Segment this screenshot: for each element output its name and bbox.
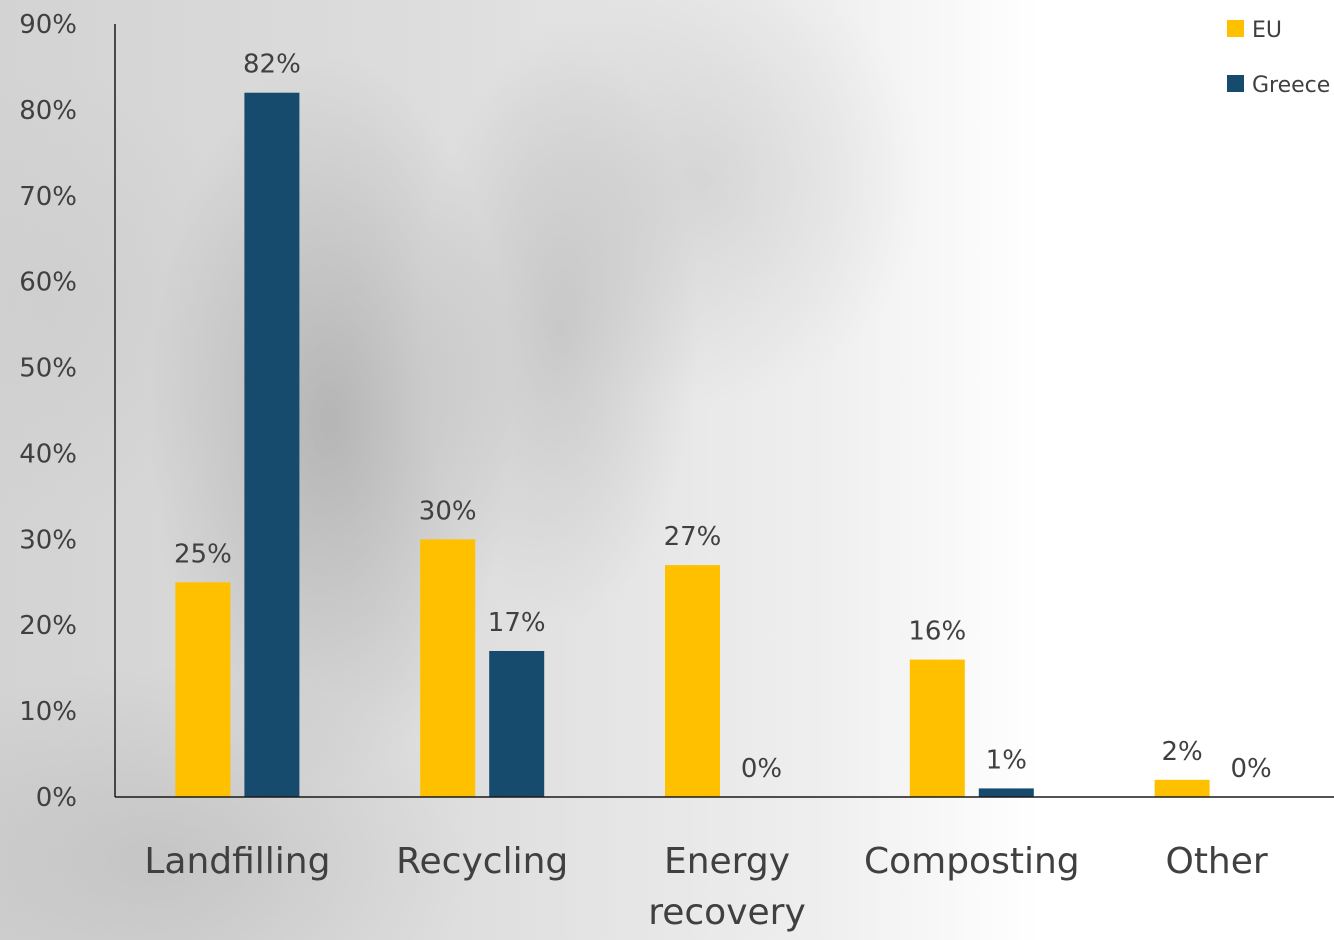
y-tick-label: 30% [19,525,77,555]
x-category-label: Composting [864,841,1080,882]
data-label: 82% [243,50,301,80]
y-tick-label: 40% [19,439,77,469]
y-tick-label: 20% [19,611,77,641]
y-tick-label: 50% [19,354,77,384]
x-category-label: Recycling [396,841,568,882]
y-tick-label: 0% [36,783,77,813]
data-label: 0% [741,754,782,784]
bar-eu-3 [909,659,965,797]
bar-greece-1 [489,650,545,797]
bar-eu-4 [1154,779,1210,797]
bar-eu-2 [665,565,720,797]
data-label: 27% [664,522,722,552]
data-label: 0% [1230,754,1271,784]
x-category-label: Other [1165,841,1267,882]
legend-swatch-greece [1227,75,1244,92]
y-tick-label: 80% [19,96,77,126]
legend-label-greece: Greece [1252,73,1330,98]
bar-eu-1 [420,539,476,797]
y-tick-label: 60% [19,268,77,298]
data-label: 25% [174,539,232,569]
data-label: 16% [908,617,966,647]
y-tick-label: 70% [19,182,77,212]
legend-swatch-eu [1227,20,1244,37]
data-label: 30% [419,496,477,526]
bar-eu-0 [175,582,231,797]
bar-greece-3 [978,788,1034,797]
data-label: 1% [986,745,1027,775]
data-label: 17% [488,608,546,638]
legend-label-eu: EU [1252,18,1282,43]
x-category-label: Energy [664,841,790,882]
x-category-label: Landfilling [144,841,330,882]
x-category-label: recovery [648,892,806,933]
bar-greece-0 [244,92,300,797]
data-label: 2% [1161,737,1202,767]
y-tick-label: 90% [19,10,77,40]
y-tick-label: 10% [19,697,77,727]
